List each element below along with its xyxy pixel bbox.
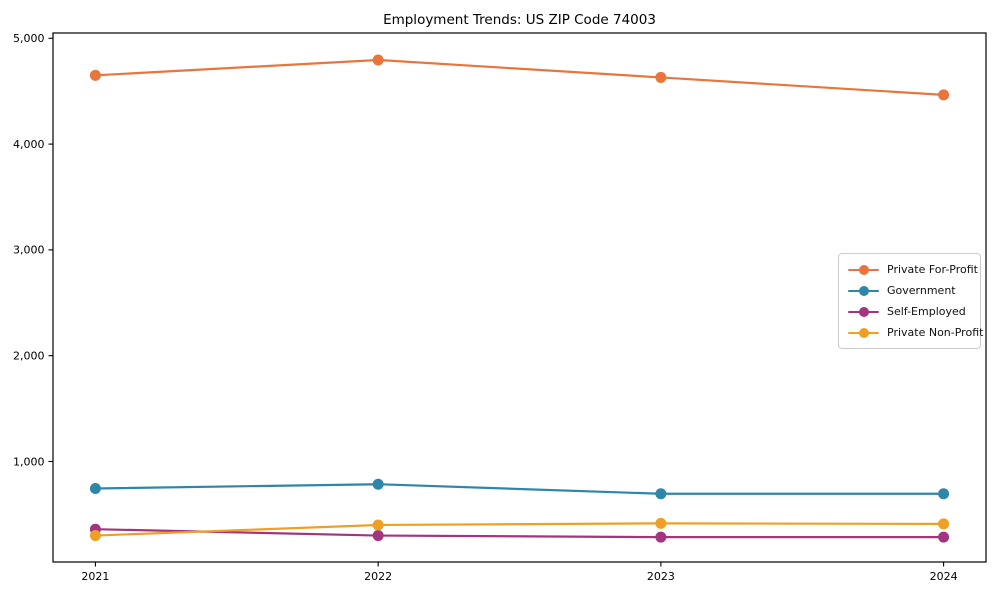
data-point-self-employed-2024[interactable]: [938, 531, 950, 543]
series-line-self-employed: [95, 528, 944, 539]
data-point-self-employed-2022[interactable]: [372, 530, 384, 542]
y-tick-label: 4,000: [13, 138, 45, 151]
data-point-private-non-profit-2022[interactable]: [372, 519, 384, 531]
legend-item-private-for-profit[interactable]: Private For-Profit: [848, 259, 978, 280]
legend-label: Government: [887, 284, 956, 297]
legend-item-government[interactable]: Government: [848, 280, 971, 301]
series-line-private-for-profit: [95, 58, 944, 96]
legend-marker-line-dot: [848, 264, 879, 275]
data-point-private-non-profit-2023[interactable]: [655, 517, 667, 529]
legend-marker-line-dot: [848, 306, 879, 317]
plot-frame: [52, 32, 987, 563]
y-tick-label: 3,000: [13, 244, 45, 257]
data-point-government-2022[interactable]: [372, 478, 384, 490]
data-point-government-2024[interactable]: [938, 488, 950, 500]
legend-label: Private Non-Profit: [887, 326, 984, 339]
y-tick-label: 1,000: [13, 455, 45, 468]
legend-marker-line-dot: [848, 327, 879, 338]
x-tick-label: 2024: [930, 570, 958, 583]
series-line-private-non-profit: [95, 522, 944, 537]
x-tick-label: 2023: [647, 570, 675, 583]
legend: Private For-Profit Government Self-Emplo…: [838, 253, 983, 349]
legend-label: Private For-Profit: [887, 263, 978, 276]
y-tick-label: 2,000: [13, 349, 45, 362]
series-government[interactable]: [89, 478, 950, 500]
x-tick-label: 2022: [364, 570, 392, 583]
data-point-government-2023[interactable]: [655, 488, 667, 500]
series-line-government: [95, 483, 944, 495]
data-point-private-for-profit-2023[interactable]: [655, 71, 667, 83]
legend-item-self-employed[interactable]: Self-Employed: [848, 301, 971, 322]
data-point-private-for-profit-2021[interactable]: [89, 69, 101, 81]
x-tick-label: 2021: [81, 570, 109, 583]
data-point-private-non-profit-2021[interactable]: [89, 530, 101, 542]
series-private-for-profit[interactable]: [89, 54, 950, 101]
data-point-private-for-profit-2024[interactable]: [938, 89, 950, 101]
data-point-private-for-profit-2022[interactable]: [372, 54, 384, 66]
series-private-non-profit[interactable]: [89, 517, 950, 542]
series-self-employed[interactable]: [89, 523, 950, 543]
data-point-private-non-profit-2024[interactable]: [938, 518, 950, 530]
data-point-self-employed-2023[interactable]: [655, 531, 667, 543]
y-tick-label: 5,000: [13, 32, 45, 45]
legend-marker-line-dot: [848, 285, 879, 296]
chart-title: Employment Trends: US ZIP Code 74003: [383, 12, 656, 28]
data-point-government-2021[interactable]: [89, 482, 101, 494]
legend-label: Self-Employed: [887, 305, 966, 318]
legend-item-private-non-profit[interactable]: Private Non-Profit: [848, 322, 983, 343]
